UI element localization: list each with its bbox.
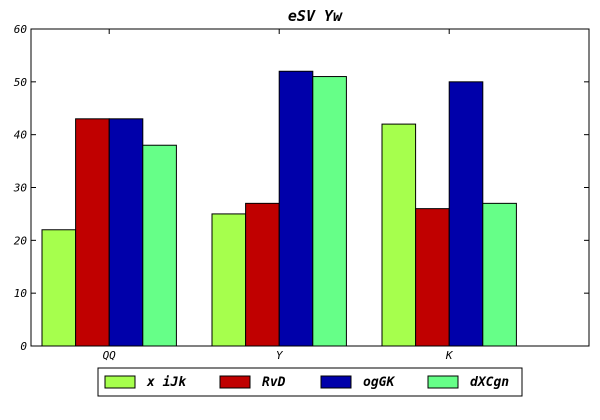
x-tick-label: QQ: [103, 349, 117, 362]
y-tick-label: 20: [14, 234, 28, 247]
bar-y-series-2: [245, 202, 280, 347]
bar-qq-series-4: [142, 144, 177, 347]
bars-group: [41, 70, 517, 347]
y-tick-label: 50: [14, 76, 28, 89]
y-tick-label: 40: [14, 129, 28, 142]
bar-y-series-1: [211, 213, 247, 347]
legend: x iJk RvD ogGK dXCgn: [97, 367, 523, 397]
bar-k-series-2: [415, 208, 450, 347]
y-tick-label: 10: [14, 287, 28, 300]
bar-y-series-3: [278, 70, 314, 347]
bar-k-series-1: [381, 123, 417, 347]
x-tick-label: K: [445, 349, 454, 362]
bar-k-series-4: [482, 202, 517, 347]
legend-label: RvD: [262, 375, 286, 390]
y-tick-label: 30: [13, 182, 28, 195]
bar-qq-series-2: [75, 118, 110, 347]
y-axis: 0 10 20 30 40 50 60: [13, 23, 589, 353]
bar-qq-series-3: [108, 118, 144, 347]
y-tick-label: 0: [20, 340, 27, 353]
chart-title: eSV Yw: [288, 7, 343, 25]
legend-swatch: [427, 375, 459, 389]
plot-frame: [30, 28, 590, 347]
legend-label: ogGK: [363, 375, 395, 390]
legend-swatch: [219, 375, 251, 389]
legend-label: dXCgn: [470, 375, 509, 390]
y-tick-label: 60: [14, 23, 28, 36]
bar-y-series-4: [312, 76, 347, 347]
legend-label: x iJk: [146, 375, 187, 390]
legend-swatch: [104, 375, 136, 389]
bar-qq-series-1: [41, 229, 77, 347]
bar-k-series-3: [448, 81, 484, 347]
x-tick-label: Y: [276, 349, 284, 362]
legend-swatch: [320, 375, 352, 389]
